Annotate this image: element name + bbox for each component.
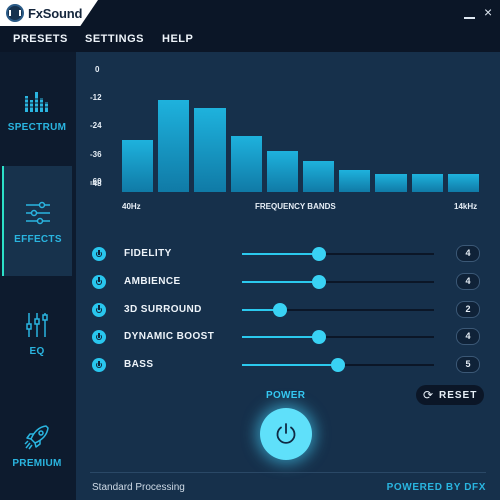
menu-bar: PRESETS SETTINGS HELP <box>0 28 500 52</box>
eq-icon <box>26 312 48 337</box>
sidebar-item-label: SPECTRUM <box>7 121 67 133</box>
effect-slider[interactable] <box>242 330 434 345</box>
y-tick: -60 <box>90 177 102 186</box>
spectrum-icon <box>24 91 50 112</box>
menu-settings[interactable]: SETTINGS <box>85 33 145 45</box>
powered-by-dfx: POWERED BY DFX <box>386 482 486 493</box>
effect-label: BASS <box>124 359 154 371</box>
spectrum-bar <box>122 140 154 192</box>
spectrum-bar <box>194 107 226 192</box>
effect-slider[interactable] <box>242 274 434 289</box>
sidebar: SPECTRUM EFFECTS EQ <box>0 52 76 500</box>
x-axis-title: FREQUENCY BANDS <box>255 202 336 211</box>
effect-slider[interactable] <box>242 247 434 261</box>
spectrum-bar <box>303 160 335 192</box>
y-tick: -24 <box>90 121 102 130</box>
effect-row: 3D SURROUND 2 <box>76 297 500 323</box>
effect-row: BASS 5 <box>76 352 500 378</box>
spectrum-bar <box>447 174 479 192</box>
slider-fill <box>242 336 319 339</box>
y-tick: -48 <box>90 179 102 188</box>
sidebar-item-label: PREMIUM <box>12 457 62 469</box>
effect-label: DYNAMIC BOOST <box>124 331 215 343</box>
effect-row: AMBIENCE 4 <box>76 269 500 295</box>
effect-slider[interactable] <box>242 302 434 317</box>
status-bar: Standard Processing POWERED BY DFX <box>90 472 486 500</box>
status-text: Standard Processing <box>92 482 185 493</box>
effect-label: 3D SURROUND <box>124 303 202 315</box>
slider-fill <box>242 253 319 255</box>
x-label-end: 14kHz <box>454 202 478 211</box>
sidebar-item-spectrum[interactable]: SPECTRUM <box>2 54 72 164</box>
rocket-icon <box>24 424 49 449</box>
y-tick: -12 <box>90 93 102 102</box>
title-bar: FxSound × <box>0 0 500 28</box>
spectrum-bar <box>375 174 407 192</box>
spectrum-bars <box>122 70 484 192</box>
effect-value: 4 <box>456 272 480 290</box>
y-tick: 0 <box>95 65 100 74</box>
y-tick: -36 <box>90 150 102 159</box>
minimize-button[interactable] <box>464 8 476 20</box>
spectrum-bar <box>339 170 371 192</box>
spectrum-bar <box>411 174 443 192</box>
effect-power-icon[interactable] <box>92 330 106 345</box>
effect-row: DYNAMIC BOOST 4 <box>76 324 500 350</box>
logo-icon <box>6 4 24 22</box>
app-name: FxSound <box>28 5 83 21</box>
power-label: POWER <box>266 390 306 401</box>
sidebar-item-label: EFFECTS <box>14 233 62 245</box>
effect-label: AMBIENCE <box>124 275 181 287</box>
slider-fill <box>242 364 338 367</box>
slider-thumb[interactable] <box>311 330 326 345</box>
sidebar-item-effects[interactable]: EFFECTS <box>2 166 72 276</box>
slider-thumb[interactable] <box>311 274 326 289</box>
close-button[interactable]: × <box>484 4 493 20</box>
slider-fill <box>242 280 319 283</box>
slider-thumb[interactable] <box>331 358 345 373</box>
slider-thumb[interactable] <box>311 247 326 261</box>
effect-value: 4 <box>456 328 480 346</box>
effect-slider[interactable] <box>242 358 434 373</box>
effect-value: 2 <box>456 300 480 318</box>
menu-help[interactable]: HELP <box>162 33 194 45</box>
spectrum-bar <box>230 136 262 192</box>
reset-button[interactable]: ⟳ RESET <box>416 385 484 405</box>
effect-value: 5 <box>456 356 480 374</box>
fxsound-logo: FxSound <box>0 0 98 26</box>
power-icon <box>276 423 296 444</box>
effect-power-icon[interactable] <box>92 302 106 317</box>
effect-power-icon[interactable] <box>92 358 106 373</box>
spectrum-analyzer: 0 -12 -24 -36 -48 40Hz FREQUENCY BANDS 1… <box>76 52 500 212</box>
effect-power-icon[interactable] <box>92 247 106 261</box>
sidebar-item-eq[interactable]: EQ <box>2 278 72 388</box>
main-panel: 0 -12 -24 -36 -48 40Hz FREQUENCY BANDS 1… <box>76 52 500 500</box>
power-button[interactable] <box>260 408 312 460</box>
sliders-icon <box>26 201 50 224</box>
menu-presets[interactable]: PRESETS <box>13 33 68 45</box>
slider-thumb[interactable] <box>273 302 288 317</box>
effect-value: 4 <box>456 245 480 262</box>
x-label-start: 40Hz <box>122 202 141 211</box>
effect-label: FIDELITY <box>124 248 172 259</box>
spectrum-bar <box>266 151 298 192</box>
sidebar-item-label: EQ <box>29 345 45 357</box>
reset-label: RESET <box>439 390 478 401</box>
effect-row: FIDELITY 4 <box>76 241 500 267</box>
slider-fill <box>242 308 281 311</box>
spectrum-bar <box>158 100 190 192</box>
effect-power-icon[interactable] <box>92 274 106 289</box>
sidebar-item-premium[interactable]: PREMIUM <box>2 390 72 500</box>
refresh-icon: ⟳ <box>423 388 434 402</box>
